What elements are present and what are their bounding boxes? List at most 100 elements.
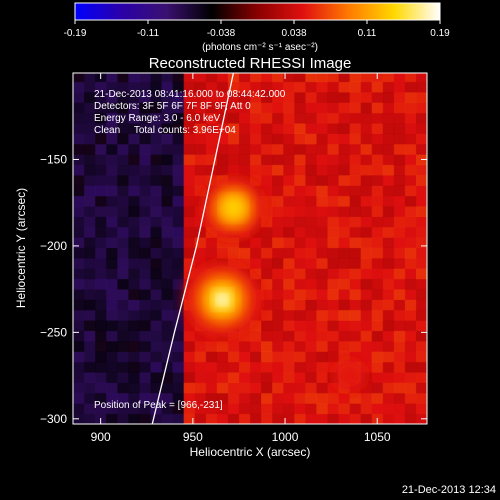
noise-pixel xyxy=(150,330,162,342)
noise-pixel xyxy=(371,143,384,155)
noise-pixel xyxy=(194,195,207,207)
noise-pixel xyxy=(382,309,395,321)
noise-pixel xyxy=(95,361,107,373)
noise-pixel xyxy=(283,206,295,218)
noise-pixel xyxy=(128,112,140,124)
noise-pixel xyxy=(139,320,151,332)
noise-pixel xyxy=(183,258,196,269)
noise-pixel xyxy=(194,226,207,238)
noise-pixel xyxy=(139,143,151,155)
noise-pixel xyxy=(415,216,427,228)
noise-pixel xyxy=(117,92,129,103)
noise-pixel xyxy=(183,102,196,114)
noise-pixel xyxy=(128,154,140,166)
noise-pixel xyxy=(404,112,417,124)
noise-pixel xyxy=(272,123,284,135)
noise-pixel xyxy=(205,154,218,166)
noise-pixel xyxy=(205,226,218,238)
noise-pixel xyxy=(393,361,406,373)
noise-pixel xyxy=(316,278,328,290)
noise-pixel xyxy=(283,309,295,321)
emission-source xyxy=(184,261,261,338)
noise-pixel xyxy=(338,351,351,363)
noise-pixel xyxy=(73,92,85,103)
noise-pixel xyxy=(73,216,85,228)
noise-pixel xyxy=(283,299,295,311)
noise-pixel xyxy=(294,299,306,311)
noise-pixel xyxy=(216,123,229,135)
noise-pixel xyxy=(415,392,427,404)
noise-pixel xyxy=(161,320,174,332)
noise-pixel xyxy=(349,341,362,352)
chart-title: Reconstructed RHESSI Image xyxy=(149,55,352,72)
noise-pixel xyxy=(238,372,251,384)
noise-pixel xyxy=(415,123,427,135)
noise-pixel xyxy=(316,413,328,424)
noise-pixel xyxy=(283,195,295,207)
noise-pixel xyxy=(404,206,417,218)
noise-pixel xyxy=(117,413,129,424)
noise-pixel xyxy=(294,81,306,93)
noise-pixel xyxy=(404,361,417,373)
noise-pixel xyxy=(272,361,284,373)
noise-pixel xyxy=(172,382,185,394)
noise-pixel xyxy=(360,320,373,332)
noise-pixel xyxy=(305,237,317,249)
noise-pixel xyxy=(84,92,96,103)
noise-pixel xyxy=(294,216,306,228)
noise-pixel xyxy=(393,351,406,363)
observation-info: 21-Dec-2013 08:41:16.000 to 08:44:42.000… xyxy=(94,89,286,136)
noise-pixel xyxy=(117,341,129,352)
noise-pixel xyxy=(250,351,262,363)
colorbar-tick-label: 0.038 xyxy=(281,28,306,39)
noise-pixel xyxy=(283,289,295,301)
noise-pixel xyxy=(404,175,417,186)
noise-pixel xyxy=(283,351,295,363)
noise-pixel xyxy=(371,216,384,228)
noise-pixel xyxy=(393,216,406,228)
noise-pixel xyxy=(172,247,185,259)
noise-pixel xyxy=(338,112,351,124)
noise-pixel xyxy=(272,195,284,207)
noise-pixel xyxy=(84,226,96,238)
noise-pixel xyxy=(360,102,373,114)
noise-pixel xyxy=(128,330,140,342)
noise-pixel xyxy=(73,206,85,218)
noise-pixel xyxy=(371,403,384,415)
noise-pixel xyxy=(360,154,373,166)
noise-pixel xyxy=(404,164,417,176)
noise-pixel xyxy=(305,309,317,321)
noise-pixel xyxy=(73,289,85,301)
noise-pixel xyxy=(349,351,362,363)
noise-pixel xyxy=(272,206,284,218)
noise-pixel xyxy=(393,413,406,424)
noise-pixel xyxy=(371,299,384,311)
noise-pixel xyxy=(393,102,406,114)
noise-pixel xyxy=(305,299,317,311)
noise-pixel xyxy=(283,278,295,290)
noise-pixel xyxy=(194,143,207,155)
noise-pixel xyxy=(250,133,262,145)
noise-pixel xyxy=(316,237,328,249)
noise-pixel xyxy=(238,237,251,249)
noise-pixel xyxy=(349,185,362,197)
noise-pixel xyxy=(261,92,273,103)
noise-pixel xyxy=(139,216,151,228)
noise-pixel xyxy=(415,247,427,259)
noise-pixel xyxy=(371,268,384,280)
noise-pixel xyxy=(117,143,129,155)
noise-pixel xyxy=(283,361,295,373)
noise-pixel xyxy=(183,382,196,394)
noise-pixel xyxy=(139,123,151,135)
noise-pixel xyxy=(305,289,317,301)
noise-pixel xyxy=(283,258,295,269)
noise-pixel xyxy=(404,143,417,155)
noise-pixel xyxy=(404,216,417,228)
noise-pixel xyxy=(227,351,240,363)
noise-pixel xyxy=(117,102,129,114)
colorbar-unit-label: (photons cm⁻² s⁻¹ asec⁻²) xyxy=(202,42,318,53)
noise-pixel xyxy=(349,299,362,311)
noise-pixel xyxy=(95,309,107,321)
noise-pixel xyxy=(161,413,174,424)
noise-pixel xyxy=(316,92,328,103)
